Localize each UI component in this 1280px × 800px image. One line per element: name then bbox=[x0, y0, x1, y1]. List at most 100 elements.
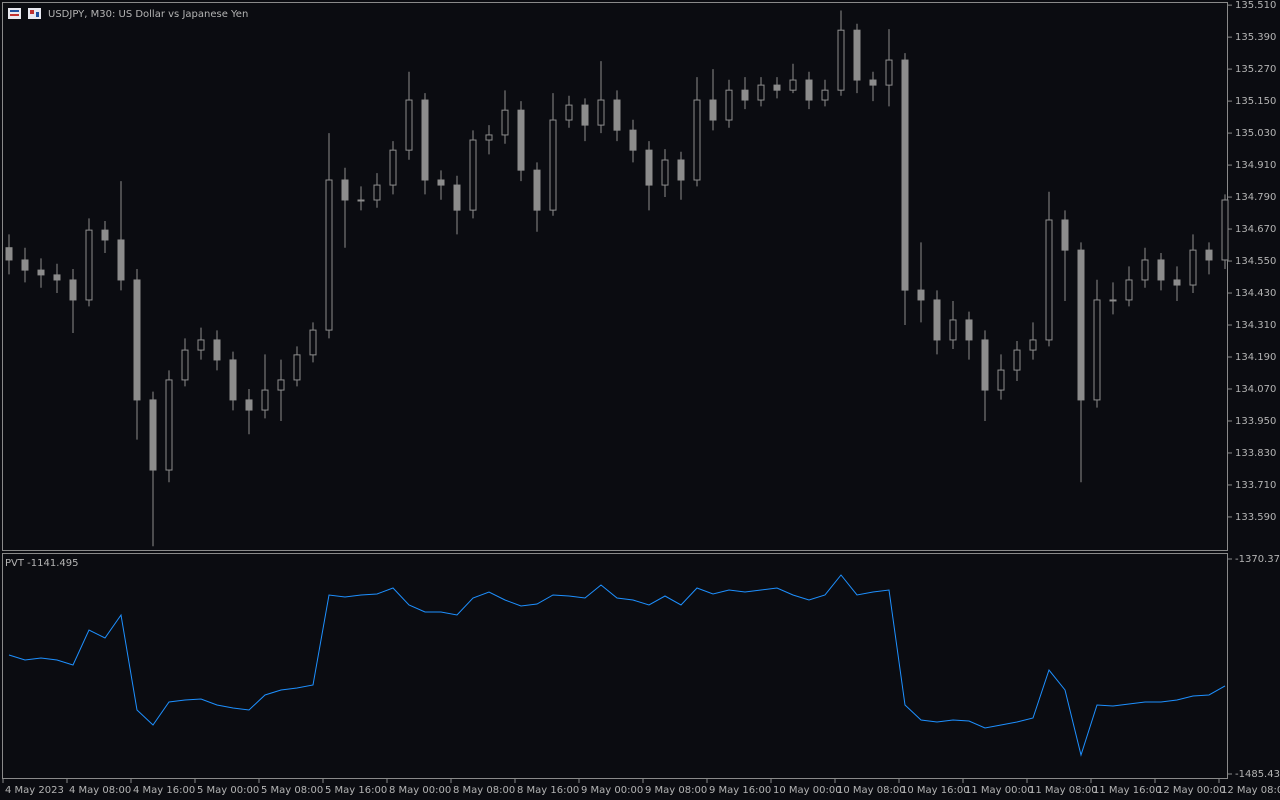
candle-body bbox=[645, 149, 653, 186]
x-tick-label: 8 May 08:00 bbox=[453, 785, 515, 796]
price-pane-frame bbox=[2, 2, 1228, 551]
candle-body bbox=[101, 229, 109, 241]
candle-body bbox=[581, 104, 589, 126]
y-tick-label: 135.150 bbox=[1235, 96, 1276, 107]
candle-body bbox=[405, 99, 413, 151]
candle-body bbox=[85, 229, 93, 301]
icon bbox=[8, 8, 21, 19]
x-tick-label: 4 May 16:00 bbox=[133, 785, 195, 796]
x-tick-label: 5 May 00:00 bbox=[197, 785, 259, 796]
y-tick-label: -1370.379 bbox=[1235, 554, 1280, 565]
indicator-pane-frame bbox=[2, 553, 1228, 779]
candle-body bbox=[709, 99, 717, 121]
y-tick-label: 135.510 bbox=[1235, 0, 1276, 11]
candle-body bbox=[901, 59, 909, 291]
pvt-line bbox=[8, 574, 1226, 757]
candle-body bbox=[357, 199, 365, 202]
x-tick-label: 12 May 08:00 bbox=[1221, 785, 1280, 796]
candle-body bbox=[1189, 249, 1197, 286]
candle-body bbox=[293, 354, 301, 381]
candle-body bbox=[229, 359, 237, 401]
y-tick-label: 134.430 bbox=[1235, 288, 1276, 299]
icon bbox=[28, 8, 41, 19]
candle-body bbox=[789, 79, 797, 91]
candle-body bbox=[53, 274, 61, 281]
candle-body bbox=[1125, 279, 1133, 301]
x-tick-label: 9 May 08:00 bbox=[645, 785, 707, 796]
y-tick-label: -1485.435 bbox=[1235, 769, 1280, 780]
candle-body bbox=[517, 109, 525, 171]
candle-body bbox=[613, 99, 621, 131]
candle-body bbox=[245, 399, 253, 411]
y-tick-label: 134.070 bbox=[1235, 384, 1276, 395]
candle-body bbox=[949, 319, 957, 341]
y-tick-label: 134.790 bbox=[1235, 192, 1276, 203]
candle-body bbox=[469, 139, 477, 211]
candle-body bbox=[805, 79, 813, 101]
y-tick-label: 133.950 bbox=[1235, 416, 1276, 427]
candle-body bbox=[1221, 199, 1229, 261]
x-tick-label: 10 May 16:00 bbox=[901, 785, 970, 796]
candle-body bbox=[661, 159, 669, 186]
y-tick-label: 133.710 bbox=[1235, 480, 1276, 491]
x-tick-label: 8 May 00:00 bbox=[389, 785, 451, 796]
candle-body bbox=[693, 99, 701, 181]
candle-body bbox=[597, 99, 605, 126]
candle-body bbox=[1013, 349, 1021, 371]
candle-body bbox=[1109, 299, 1117, 302]
x-tick-label: 4 May 2023 bbox=[5, 785, 64, 796]
y-tick-label: 134.670 bbox=[1235, 224, 1276, 235]
candle-body bbox=[629, 129, 637, 151]
x-tick-label: 9 May 00:00 bbox=[581, 785, 643, 796]
candle-body bbox=[389, 149, 397, 186]
candle-body bbox=[133, 279, 141, 401]
candle-body bbox=[997, 369, 1005, 391]
x-tick-label: 5 May 08:00 bbox=[261, 785, 323, 796]
y-tick-label: 135.390 bbox=[1235, 32, 1276, 43]
candle-body bbox=[5, 247, 13, 261]
x-tick-label: 4 May 08:00 bbox=[69, 785, 131, 796]
icon-dot bbox=[36, 12, 39, 17]
candle-body bbox=[1205, 249, 1213, 261]
icon-dot bbox=[30, 10, 34, 14]
y-tick-label: 134.550 bbox=[1235, 256, 1276, 267]
candle-body bbox=[677, 159, 685, 181]
candle-body bbox=[485, 134, 493, 141]
candle-body bbox=[309, 329, 317, 356]
candle-body bbox=[37, 269, 45, 276]
x-tick-label: 10 May 00:00 bbox=[773, 785, 842, 796]
candle-body bbox=[773, 84, 781, 91]
candle-body bbox=[69, 279, 77, 301]
candle-body bbox=[421, 99, 429, 181]
candle-body bbox=[1157, 259, 1165, 281]
x-tick-label: 12 May 00:00 bbox=[1157, 785, 1226, 796]
x-tick-label: 9 May 16:00 bbox=[709, 785, 771, 796]
candle-body bbox=[965, 319, 973, 341]
x-tick-label: 11 May 16:00 bbox=[1093, 785, 1162, 796]
y-tick-label: 135.030 bbox=[1235, 128, 1276, 139]
candle-body bbox=[277, 379, 285, 391]
candle-body bbox=[213, 339, 221, 361]
indicator-title: PVT -1141.495 bbox=[5, 558, 78, 569]
candle-body bbox=[869, 79, 877, 86]
x-tick-label: 5 May 16:00 bbox=[325, 785, 387, 796]
y-tick-label: 134.190 bbox=[1235, 352, 1276, 363]
candle-body bbox=[437, 179, 445, 186]
candle-body bbox=[165, 379, 173, 471]
candle-body bbox=[373, 184, 381, 201]
header-icons bbox=[8, 8, 41, 19]
candle-body bbox=[1093, 299, 1101, 401]
candle-body bbox=[149, 399, 157, 471]
candle-body bbox=[197, 339, 205, 351]
candle-body bbox=[181, 349, 189, 381]
candle-body bbox=[1173, 279, 1181, 286]
candle-body bbox=[981, 339, 989, 391]
candle-body bbox=[1077, 249, 1085, 401]
candle-body bbox=[1141, 259, 1149, 281]
candle-body bbox=[453, 184, 461, 211]
candle-body bbox=[821, 89, 829, 101]
y-tick-label: 134.310 bbox=[1235, 320, 1276, 331]
y-tick-label: 134.910 bbox=[1235, 160, 1276, 171]
icon-stripe bbox=[10, 10, 19, 12]
